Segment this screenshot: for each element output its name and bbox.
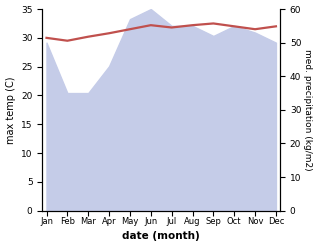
Y-axis label: max temp (C): max temp (C) <box>5 76 16 144</box>
Y-axis label: med. precipitation (kg/m2): med. precipitation (kg/m2) <box>303 49 313 171</box>
X-axis label: date (month): date (month) <box>122 231 200 242</box>
